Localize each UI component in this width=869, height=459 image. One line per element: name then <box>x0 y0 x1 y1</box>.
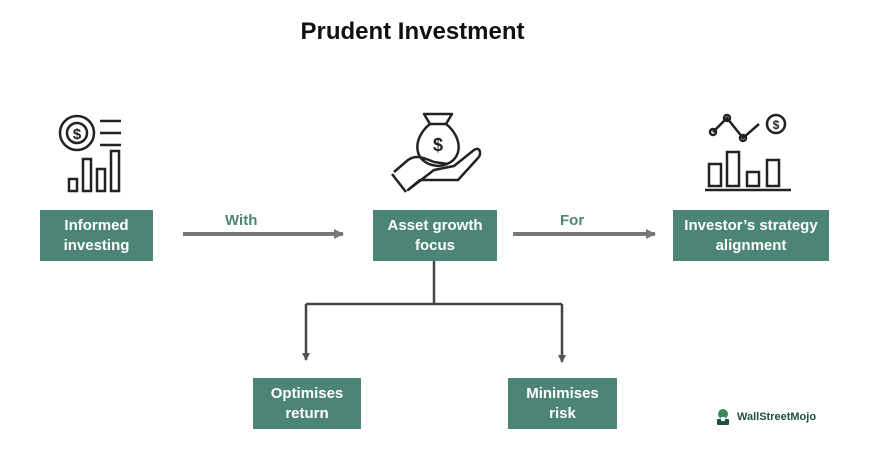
line-bar-chart-dollar-icon: $ <box>705 113 791 192</box>
investor-strategy-alignment-box: Investor’s strategy alignment <box>673 210 829 261</box>
minimises-risk-box: Minimises risk <box>508 378 617 429</box>
for-label: For <box>560 212 585 229</box>
with-label: With <box>225 212 258 229</box>
diagram-title: Prudent Investment <box>300 18 525 45</box>
optimises-return-box: Optimises return <box>253 378 361 429</box>
wallstreetmojo-logo: WallStreetMojo <box>713 407 816 427</box>
svg-text:$: $ <box>73 126 82 143</box>
branch-lines <box>302 261 566 363</box>
asset-growth-focus-box: Asset growth focus <box>373 210 497 261</box>
wallstreetmojo-logo-icon <box>717 409 729 425</box>
informed-investing-box: Informed investing <box>40 210 153 261</box>
svg-text:$: $ <box>773 118 780 132</box>
svg-text:$: $ <box>433 135 443 155</box>
dollar-report-chart-icon: $ <box>58 114 121 193</box>
wallstreetmojo-logo-text: WallStreetMojo <box>737 411 817 423</box>
money-bag-hand-icon: $ <box>391 112 482 193</box>
